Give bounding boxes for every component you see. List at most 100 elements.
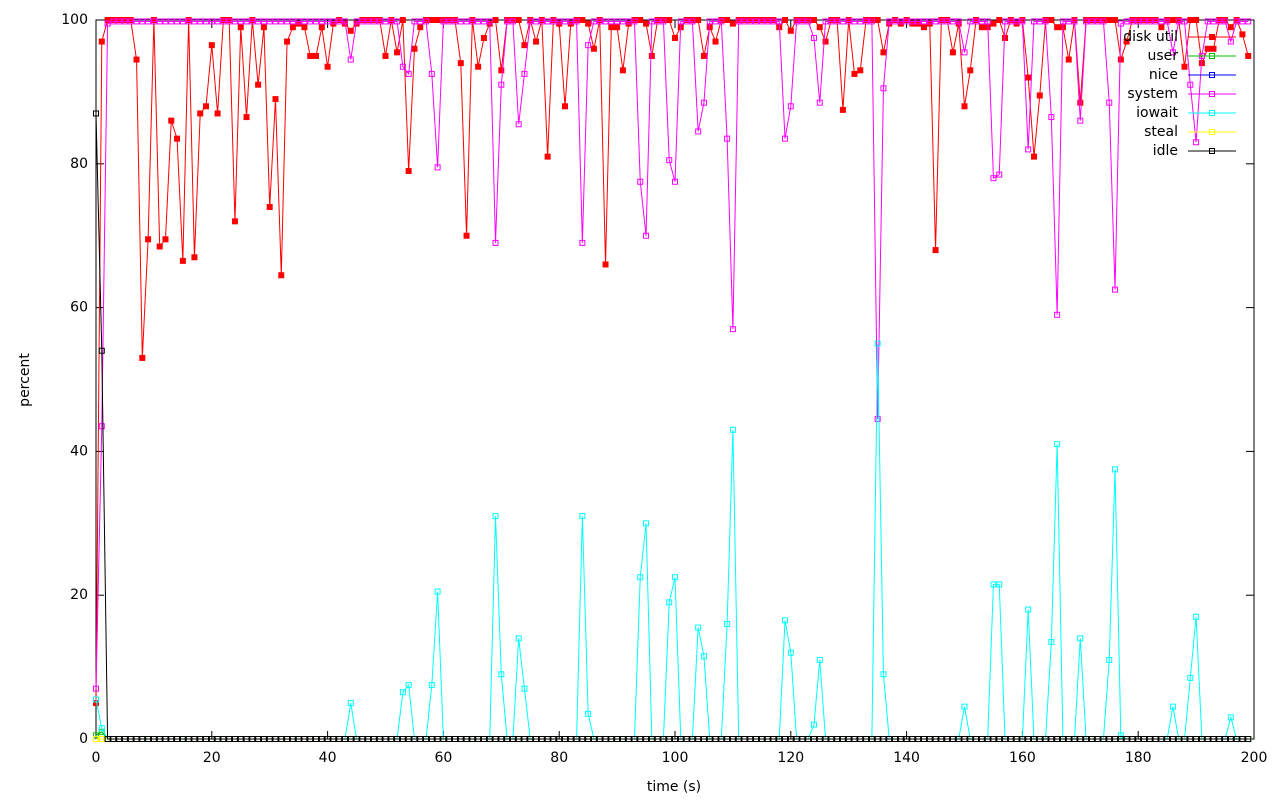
data-point <box>347 56 354 63</box>
data-point <box>654 736 661 742</box>
data-point <box>648 18 655 25</box>
data-point <box>1100 736 1107 742</box>
data-point <box>706 736 713 742</box>
data-point <box>1112 286 1119 293</box>
data-point <box>915 736 922 742</box>
data-point <box>602 261 609 268</box>
data-point <box>619 67 626 74</box>
data-point <box>579 513 586 520</box>
data-point <box>521 70 528 77</box>
data-point <box>231 736 238 742</box>
data-point <box>938 18 945 25</box>
data-point <box>654 18 661 25</box>
data-point <box>428 70 435 77</box>
data-point <box>839 106 846 113</box>
data-point <box>1204 736 1211 742</box>
data-point <box>1065 18 1072 25</box>
data-point <box>955 736 962 742</box>
data-point <box>365 18 372 25</box>
legend-marker <box>1209 129 1215 135</box>
data-point <box>1193 139 1200 146</box>
legend-marker <box>1209 110 1215 116</box>
data-point <box>700 736 707 742</box>
data-point <box>892 736 899 742</box>
data-point <box>828 736 835 742</box>
data-point <box>857 18 864 25</box>
data-point <box>98 38 105 45</box>
data-point <box>515 121 522 128</box>
data-point <box>1169 736 1176 742</box>
data-point <box>168 18 175 25</box>
data-point <box>938 736 945 742</box>
data-point <box>1013 736 1020 742</box>
data-point <box>1169 49 1176 56</box>
data-point <box>133 18 140 25</box>
data-point <box>1083 18 1090 25</box>
data-point <box>590 18 597 25</box>
data-point <box>475 18 482 25</box>
data-point <box>127 736 134 742</box>
data-point <box>347 27 354 34</box>
data-point <box>260 24 267 31</box>
legend-label: user <box>1147 48 1178 64</box>
data-point <box>104 736 111 742</box>
data-point <box>619 18 626 25</box>
data-point <box>203 103 210 110</box>
data-point <box>272 736 279 742</box>
data-point <box>1227 24 1234 31</box>
data-point <box>961 49 968 56</box>
data-point <box>121 736 128 742</box>
data-point <box>550 736 557 742</box>
data-point <box>932 247 939 254</box>
data-point <box>1239 31 1246 38</box>
data-point <box>411 45 418 52</box>
y-axis-label: percent <box>17 353 33 407</box>
data-point <box>805 18 812 25</box>
data-point <box>1054 311 1061 318</box>
x-tick-label: 80 <box>550 750 568 766</box>
data-point <box>579 239 586 246</box>
data-point <box>1152 18 1159 25</box>
data-point <box>318 24 325 31</box>
data-point <box>1048 638 1055 645</box>
data-point <box>93 736 99 742</box>
data-point <box>538 18 545 25</box>
data-point <box>121 18 128 25</box>
data-point <box>1112 736 1119 742</box>
data-point <box>897 18 904 25</box>
data-point <box>139 736 146 742</box>
data-point <box>203 736 210 742</box>
data-point <box>191 18 198 25</box>
data-point <box>544 736 551 742</box>
data-point <box>243 114 250 121</box>
data-point <box>857 67 864 74</box>
data-point <box>897 736 904 742</box>
data-point <box>724 620 731 627</box>
data-point <box>1042 18 1049 25</box>
data-point <box>1198 736 1205 742</box>
data-point <box>469 18 476 25</box>
data-point <box>1094 736 1101 742</box>
data-point <box>341 736 348 742</box>
data-point <box>880 49 887 56</box>
data-point <box>1106 17 1113 23</box>
data-point <box>810 17 817 23</box>
data-point <box>672 178 678 185</box>
data-point <box>1216 736 1223 742</box>
data-point <box>417 736 424 742</box>
data-point <box>399 689 406 696</box>
data-point <box>863 18 870 25</box>
data-point <box>1117 732 1124 739</box>
data-point <box>145 736 152 742</box>
data-point <box>758 18 765 25</box>
data-point <box>793 18 800 25</box>
data-point <box>758 736 765 742</box>
data-point <box>1222 736 1229 742</box>
data-point <box>741 736 748 742</box>
data-point <box>318 736 325 742</box>
data-point <box>492 736 499 742</box>
data-point <box>1100 18 1107 25</box>
data-point <box>1002 34 1009 41</box>
data-point <box>839 736 846 742</box>
data-point <box>214 110 221 117</box>
